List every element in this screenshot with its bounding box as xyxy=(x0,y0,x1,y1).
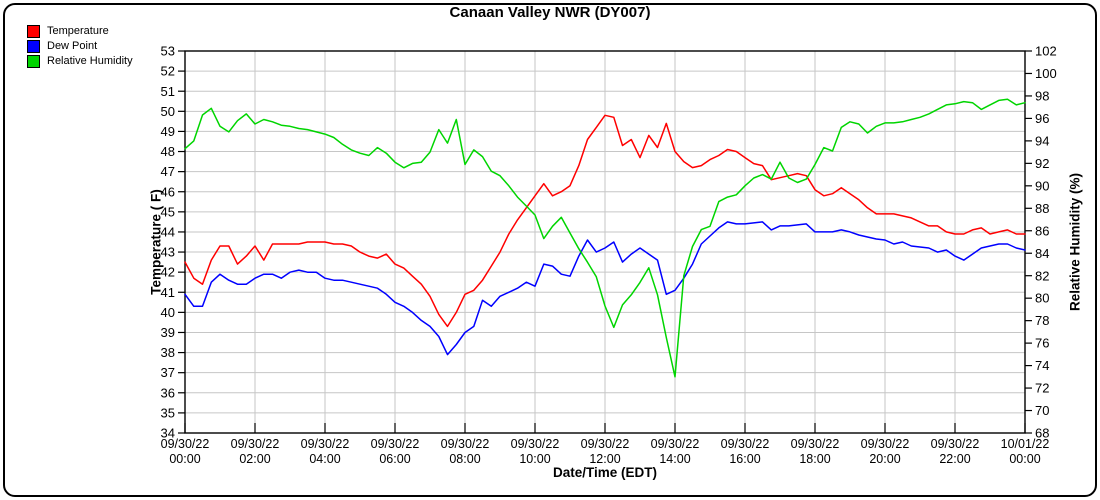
legend-item-relative-humidity: Relative Humidity xyxy=(27,55,133,68)
y-tick-label-right: 96 xyxy=(1035,111,1049,126)
y-tick-label-left: 52 xyxy=(161,64,175,79)
legend-item-temperature: Temperature xyxy=(27,25,133,38)
legend-item-dew-point: Dew Point xyxy=(27,40,133,53)
x-tick-label-time: 02:00 xyxy=(239,452,270,466)
x-tick-label-time: 12:00 xyxy=(589,452,620,466)
x-tick-label-date: 09/30/22 xyxy=(161,437,210,451)
x-tick-label-time: 00:00 xyxy=(169,452,200,466)
x-tick-label-date: 09/30/22 xyxy=(861,437,910,451)
y-tick-label-left: 39 xyxy=(161,325,175,340)
legend-label: Dew Point xyxy=(47,40,98,52)
y-tick-label-right: 90 xyxy=(1035,178,1049,193)
y-tick-label-right: 92 xyxy=(1035,156,1049,171)
y-tick-label-left: 44 xyxy=(161,224,175,239)
x-tick-label-date: 09/30/22 xyxy=(511,437,560,451)
y-tick-label-right: 76 xyxy=(1035,336,1049,351)
y-tick-label-left: 41 xyxy=(161,285,175,300)
x-tick-label-date: 09/30/22 xyxy=(231,437,280,451)
y-tick-label-left: 53 xyxy=(161,44,175,59)
y-tick-label-left: 40 xyxy=(161,305,175,320)
y-tick-label-right: 88 xyxy=(1035,201,1049,216)
y-tick-label-right: 98 xyxy=(1035,88,1049,103)
legend: Temperature Dew Point Relative Humidity xyxy=(27,25,133,71)
x-tick-label-date: 10/01/22 xyxy=(1001,437,1050,451)
temperature-line xyxy=(184,114,1026,328)
relative-humidity-line xyxy=(184,98,1026,378)
x-tick-label-date: 09/30/22 xyxy=(651,437,700,451)
legend-swatch-icon xyxy=(27,25,40,38)
x-tick-label-date: 09/30/22 xyxy=(931,437,980,451)
y-tick-label-right: 72 xyxy=(1035,381,1049,396)
y-tick-label-left: 50 xyxy=(161,104,175,119)
legend-swatch-icon xyxy=(27,55,40,68)
x-tick-label-date: 09/30/22 xyxy=(791,437,840,451)
x-tick-label-time: 18:00 xyxy=(799,452,830,466)
y-tick-label-left: 46 xyxy=(161,184,175,199)
x-axis-title: Date/Time (EDT) xyxy=(552,465,658,480)
y-tick-label-left: 47 xyxy=(161,164,175,179)
y-tick-label-right: 84 xyxy=(1035,246,1049,261)
x-tick-label-date: 09/30/22 xyxy=(721,437,770,451)
y-tick-label-left: 36 xyxy=(161,385,175,400)
y-tick-label-right: 78 xyxy=(1035,313,1049,328)
y-tick-label-left: 51 xyxy=(161,84,175,99)
x-tick-label-date: 09/30/22 xyxy=(581,437,630,451)
x-tick-label-date: 09/30/22 xyxy=(441,437,490,451)
chart-title: Canaan Valley NWR (DY007) xyxy=(449,4,651,21)
y-tick-label-right: 94 xyxy=(1035,133,1049,148)
legend-label: Temperature xyxy=(47,25,109,37)
y-tick-label-right: 70 xyxy=(1035,403,1049,418)
y-tick-label-left: 37 xyxy=(161,365,175,380)
y-tick-label-right: 86 xyxy=(1035,223,1049,238)
y-tick-label-left: 49 xyxy=(161,124,175,139)
x-tick-label-time: 00:00 xyxy=(1009,452,1040,466)
legend-swatch-icon xyxy=(27,40,40,53)
y-tick-label-left: 34 xyxy=(161,426,175,441)
dew-point-line xyxy=(184,221,1026,356)
x-tick-label-time: 20:00 xyxy=(869,452,900,466)
y-tick-label-right: 102 xyxy=(1035,44,1057,59)
x-tick-label-date: 09/30/22 xyxy=(371,437,420,451)
y-tick-label-left: 48 xyxy=(161,144,175,159)
x-tick-label-date: 09/30/22 xyxy=(301,437,350,451)
x-tick-label-time: 16:00 xyxy=(729,452,760,466)
x-tick-label-time: 14:00 xyxy=(659,452,690,466)
y-tick-label-right: 80 xyxy=(1035,291,1049,306)
y-tick-label-left: 45 xyxy=(161,204,175,219)
y-tick-label-right: 68 xyxy=(1035,426,1049,441)
x-tick-label-time: 06:00 xyxy=(379,452,410,466)
y-tick-label-left: 43 xyxy=(161,245,175,260)
y-tick-label-right: 100 xyxy=(1035,66,1057,81)
x-tick-label-time: 04:00 xyxy=(309,452,340,466)
x-tick-label-time: 10:00 xyxy=(519,452,550,466)
y-tick-label-right: 82 xyxy=(1035,268,1049,283)
y-tick-label-right: 74 xyxy=(1035,358,1049,373)
x-tick-label-time: 22:00 xyxy=(939,452,970,466)
y-tick-label-left: 42 xyxy=(161,265,175,280)
y-tick-label-left: 38 xyxy=(161,345,175,360)
y-tick-label-left: 35 xyxy=(161,405,175,420)
legend-label: Relative Humidity xyxy=(47,55,133,67)
x-tick-label-time: 08:00 xyxy=(449,452,480,466)
